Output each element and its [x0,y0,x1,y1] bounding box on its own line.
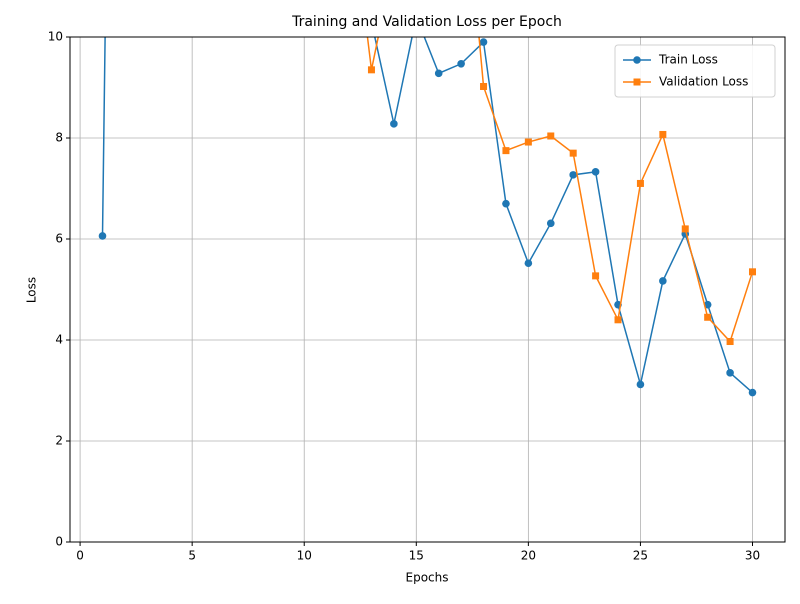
y-tick-label: 2 [55,434,63,448]
marker [704,313,712,321]
marker [479,38,488,46]
ticks: 0 5 10 15 20 25 30 0 2 4 6 8 10 [48,30,760,563]
marker [502,199,510,208]
marker [591,168,600,176]
marker [726,338,734,346]
marker [592,272,600,280]
marker [569,171,577,179]
series-line [101,37,753,394]
marker [614,316,622,324]
legend: Train Loss Validation Loss [614,44,776,98]
marker [98,232,107,240]
series-line [366,37,754,343]
marker [659,277,667,285]
marker [636,380,645,389]
marker [546,219,555,228]
marker [457,59,465,68]
y-tick-label: 4 [55,333,63,347]
x-axis-label: Epochs [406,571,449,585]
marker [703,300,712,309]
marker [547,132,555,140]
legend-label: Validation Loss [659,75,748,89]
marker [524,138,532,146]
x-tick-label: 20 [521,549,536,563]
marker [633,56,641,64]
marker [480,82,488,90]
marker [681,225,689,233]
x-tick-label: 30 [745,549,760,563]
marker [390,120,398,128]
x-tick-label: 0 [76,549,84,563]
marker [502,147,510,155]
y-axis-label: Loss [25,277,39,303]
y-tick-label: 10 [48,30,63,44]
marker [659,130,667,138]
plot-area [98,37,757,397]
chart-title: Training and Validation Loss per Epoch [291,14,562,30]
y-tick-label: 0 [55,535,63,549]
x-tick-label: 15 [409,549,424,563]
marker [524,259,533,268]
y-tick-label: 8 [55,131,63,145]
legend-label: Train Loss [658,53,718,67]
marker [726,369,734,377]
marker [633,78,641,86]
y-tick-label: 6 [55,232,63,246]
marker [749,268,756,276]
axes-frame [69,36,786,543]
x-tick-label: 5 [188,549,196,563]
legend-box [614,44,776,98]
x-tick-label: 10 [297,549,312,563]
marker [569,149,577,157]
x-tick-label: 25 [633,549,648,563]
marker [636,179,644,187]
marker [367,66,375,74]
marker [748,388,757,397]
marker [434,69,443,78]
